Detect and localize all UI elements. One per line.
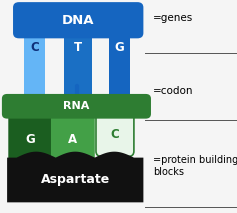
Bar [64, 33, 92, 115]
FancyBboxPatch shape [96, 109, 134, 157]
Polygon shape [7, 152, 143, 202]
Bar [24, 33, 45, 100]
Text: =codon: =codon [153, 86, 193, 95]
Text: =protein building
blocks: =protein building blocks [153, 155, 237, 177]
Text: T: T [74, 41, 82, 54]
FancyBboxPatch shape [13, 2, 143, 38]
Bar [109, 33, 130, 100]
FancyBboxPatch shape [8, 109, 52, 166]
Text: C: C [30, 41, 39, 54]
FancyBboxPatch shape [51, 109, 95, 166]
Text: Aspartate: Aspartate [41, 173, 110, 187]
Text: RNA: RNA [63, 101, 90, 111]
Text: =genes: =genes [153, 13, 193, 23]
Text: DNA: DNA [62, 14, 95, 27]
Text: C: C [111, 128, 119, 141]
Text: G: G [115, 41, 125, 54]
FancyBboxPatch shape [2, 94, 151, 119]
Text: A: A [68, 133, 77, 146]
Text: G: G [25, 133, 35, 146]
